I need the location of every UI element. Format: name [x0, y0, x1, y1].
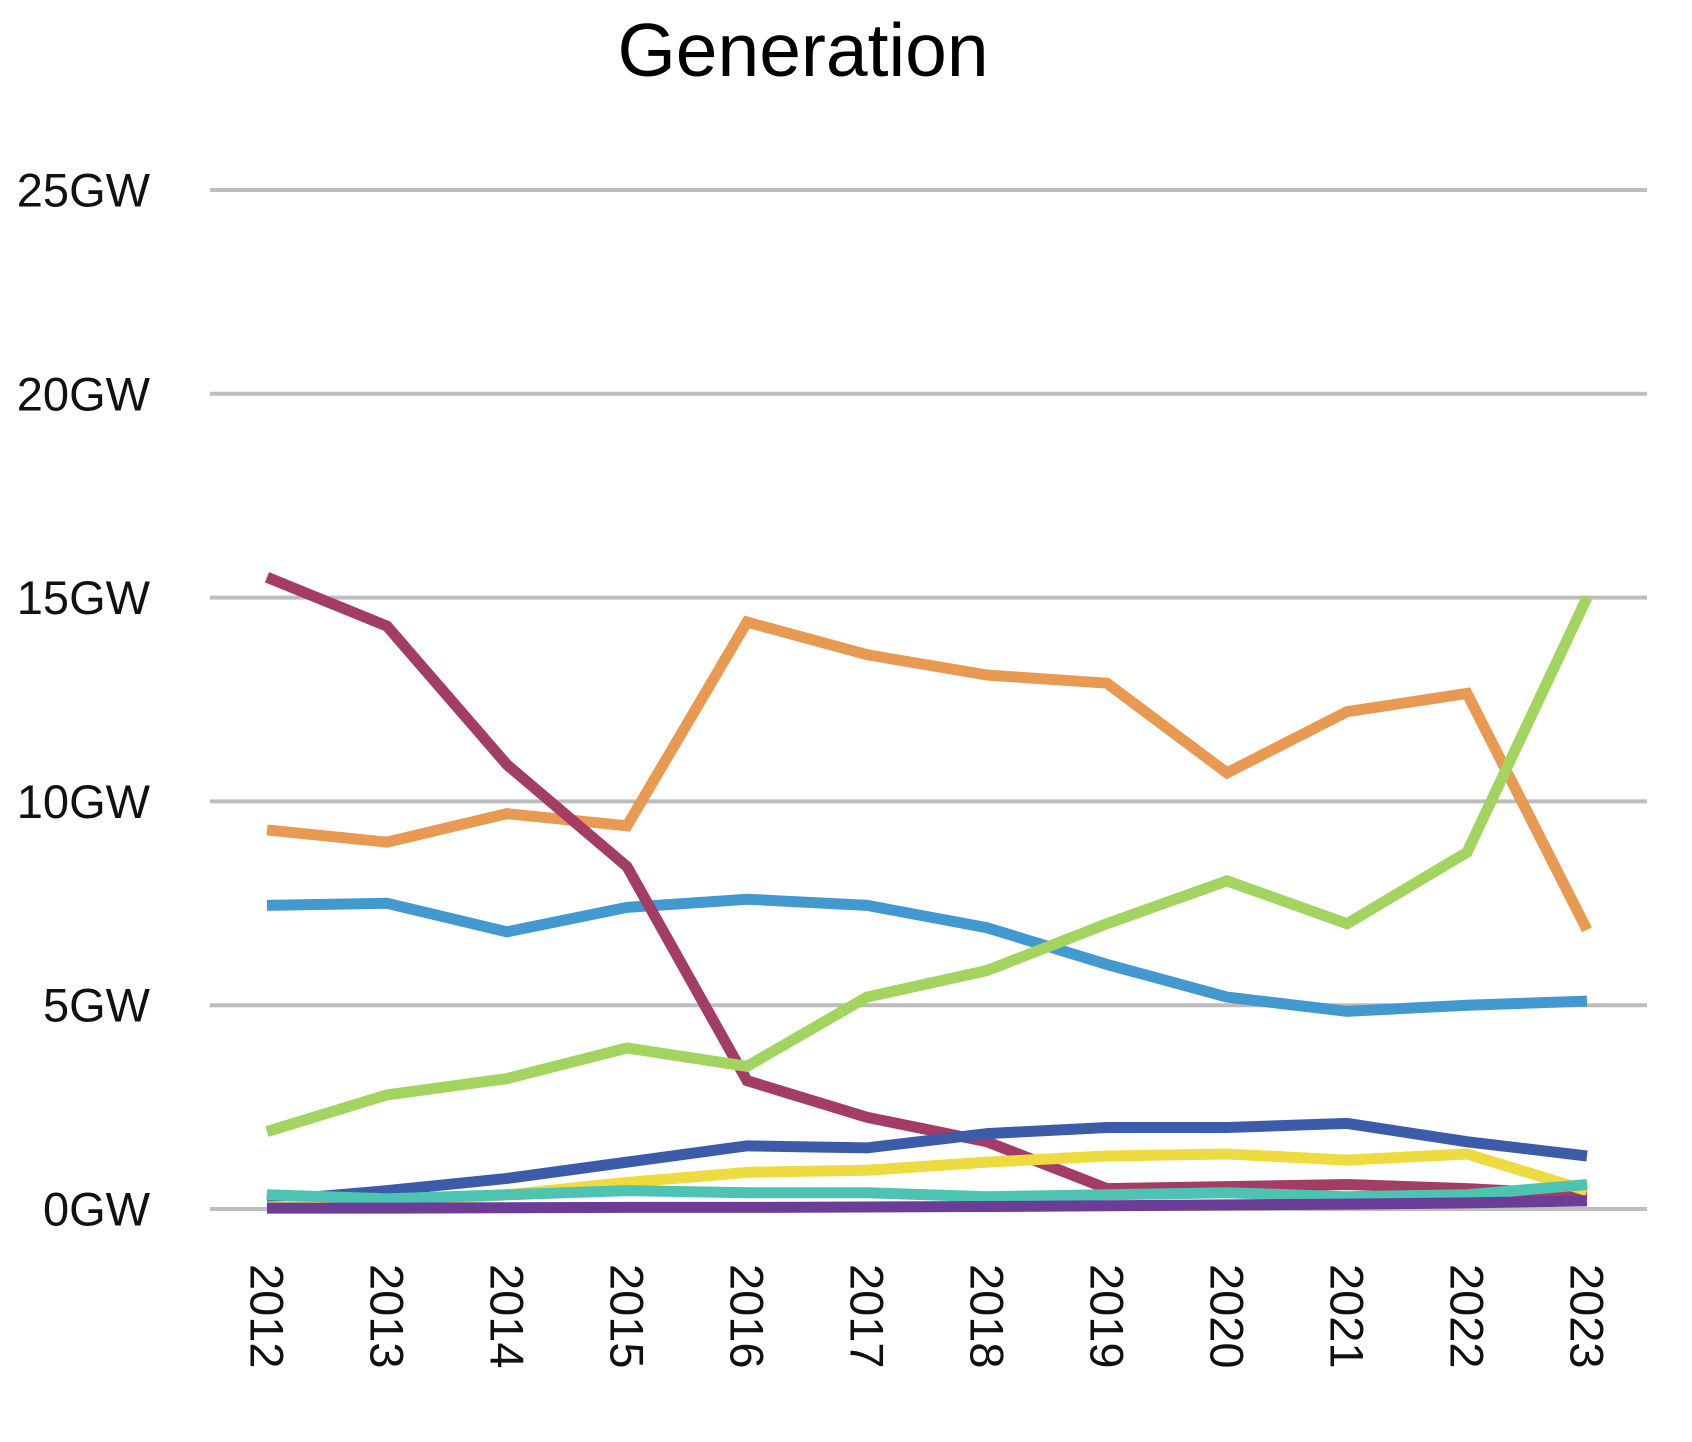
x-tick-label-2012: 2012 [241, 1264, 294, 1369]
x-axis-tick-labels: 2012 2013 2014 2015 2016 2017 2018 2019 2020 2021… [241, 1264, 1614, 1369]
y-axis-tick-labels: 25GW 20GW 15GW 10GW 5GW 0GW [17, 164, 151, 1236]
x-tick-label-2013: 2013 [361, 1264, 414, 1369]
x-tick-label-2015: 2015 [601, 1264, 654, 1369]
x-tick-label-2021: 2021 [1321, 1264, 1374, 1369]
x-tick-label-2022: 2022 [1441, 1264, 1494, 1369]
series-line-purple [267, 1195, 1588, 1214]
x-tick-label-2018: 2018 [961, 1264, 1014, 1369]
y-tick-label: 10GW [17, 775, 151, 828]
y-tick-label: 25GW [17, 164, 151, 217]
series-lines-group [264, 572, 1592, 1214]
x-tick-label-2017: 2017 [841, 1264, 894, 1369]
y-tick-label: 20GW [17, 367, 151, 420]
series-line-orange [266, 615, 1592, 933]
y-tick-label: 0GW [43, 1183, 151, 1236]
x-tick-label-2020: 2020 [1201, 1264, 1254, 1369]
series-line-green [265, 595, 1592, 1137]
x-tick-label-2014: 2014 [481, 1264, 534, 1369]
x-tick-label-2023: 2023 [1561, 1264, 1614, 1369]
y-tick-label: 5GW [43, 979, 151, 1032]
series-line-teal [266, 1179, 1588, 1205]
y-tick-label: 15GW [17, 571, 151, 624]
series-line-crimson [264, 572, 1588, 1201]
series-line-light-blue [266, 893, 1588, 1017]
series-line-dark-blue [266, 1117, 1588, 1207]
x-tick-label-2016: 2016 [721, 1264, 774, 1369]
chart-title: Generation [617, 8, 988, 92]
x-tick-label-2019: 2019 [1081, 1264, 1134, 1369]
